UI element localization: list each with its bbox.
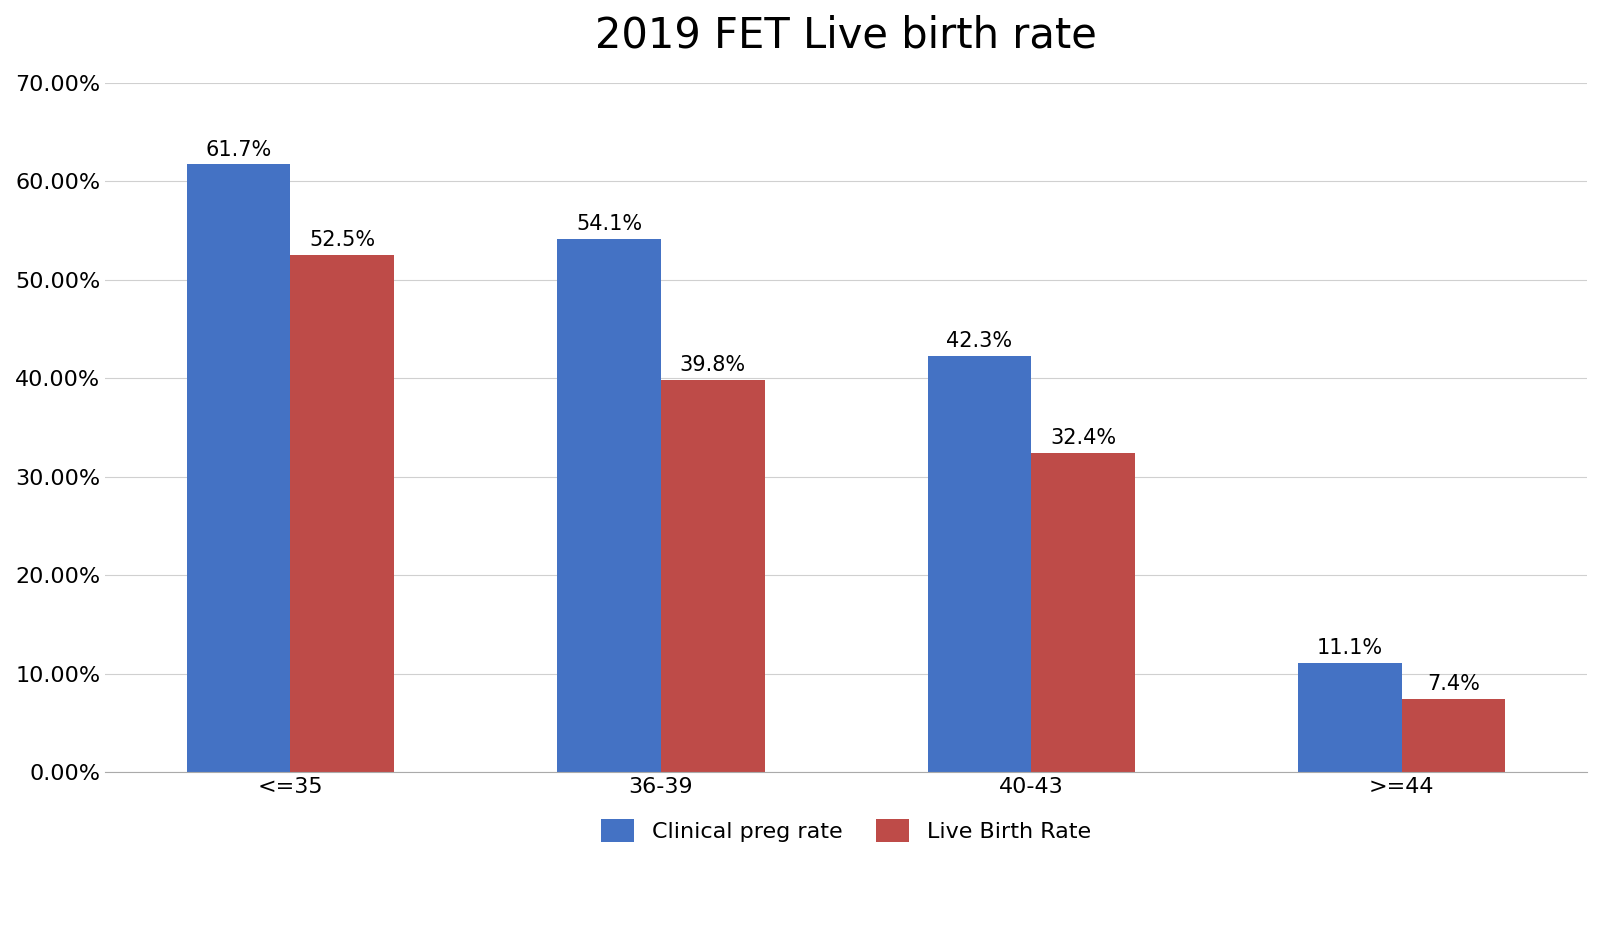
Bar xyxy=(1402,699,1506,772)
Text: 32.4%: 32.4% xyxy=(1049,428,1117,448)
Bar xyxy=(186,165,290,772)
Text: 11.1%: 11.1% xyxy=(1317,638,1383,658)
Text: 52.5%: 52.5% xyxy=(309,230,375,251)
Bar xyxy=(1032,453,1136,772)
Bar xyxy=(660,381,764,772)
Bar xyxy=(1298,663,1402,772)
Text: 42.3%: 42.3% xyxy=(947,331,1012,351)
Text: 54.1%: 54.1% xyxy=(575,214,642,235)
Text: 7.4%: 7.4% xyxy=(1427,674,1480,695)
Text: 39.8%: 39.8% xyxy=(679,355,747,375)
Legend: Clinical preg rate, Live Birth Rate: Clinical preg rate, Live Birth Rate xyxy=(593,810,1101,851)
Bar xyxy=(290,255,394,772)
Text: 61.7%: 61.7% xyxy=(205,139,272,160)
Bar xyxy=(557,239,660,772)
Title: 2019 FET Live birth rate: 2019 FET Live birth rate xyxy=(594,15,1097,57)
Bar xyxy=(928,355,1032,772)
